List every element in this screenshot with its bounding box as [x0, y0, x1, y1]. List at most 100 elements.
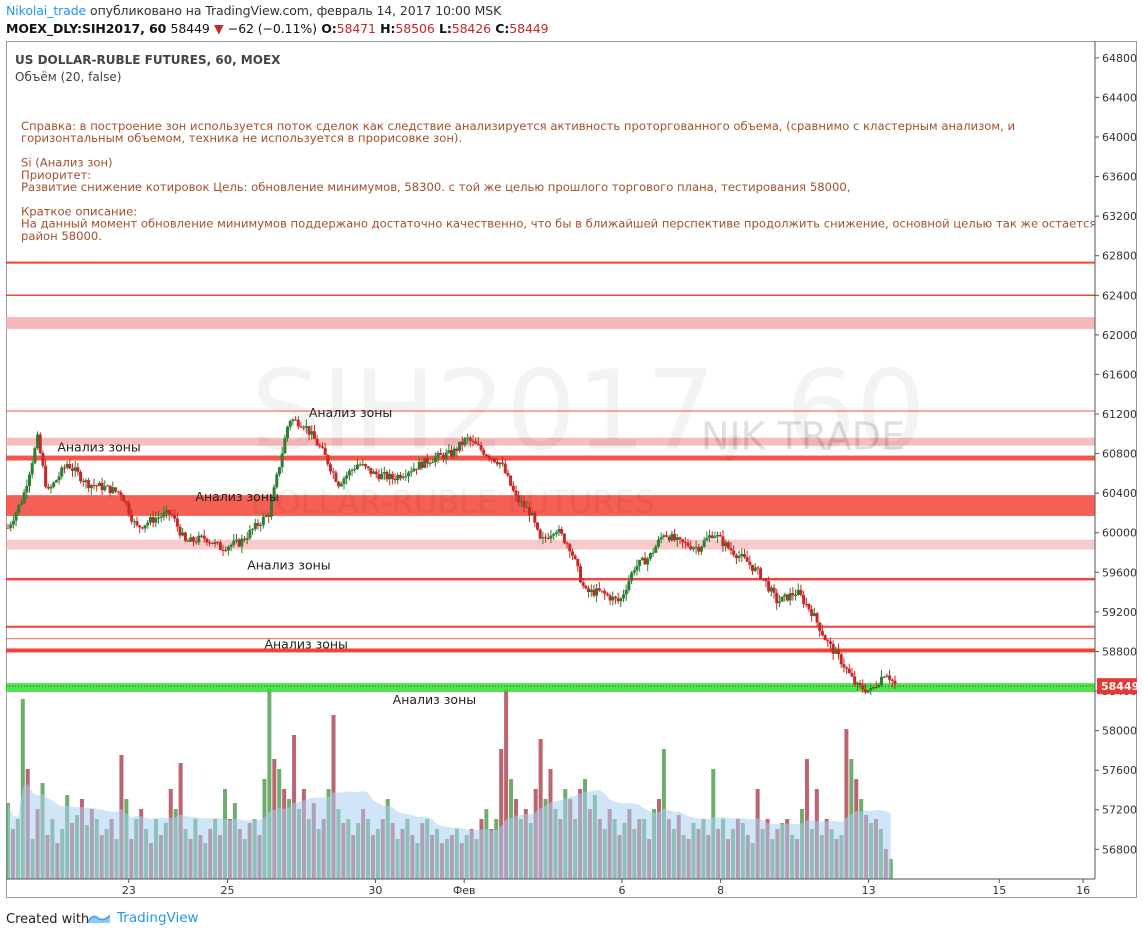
candle-body: [611, 596, 615, 601]
candle-body: [858, 682, 862, 685]
candle-body: [759, 568, 763, 580]
legend-indicator[interactable]: Объём (20, false): [15, 70, 121, 84]
publish-info: опубликовано на TradingView.com, февраль…: [90, 3, 502, 18]
watermark-brand: NIK TRADE: [701, 415, 905, 459]
candle-body: [807, 603, 811, 610]
candle-body: [151, 517, 155, 523]
price-chart[interactable]: SIH2017, 60 NIK TRADE DOLLAR-RUBLE FUTUR…: [6, 41, 1137, 898]
candle-body: [33, 448, 37, 464]
candle-body: [189, 537, 193, 542]
candle-body: [890, 679, 894, 681]
candle-body: [678, 537, 682, 540]
zone-label-1[interactable]: Анализ зоны: [309, 405, 392, 420]
candle-body: [11, 520, 15, 525]
candle-body: [92, 484, 96, 486]
candle-body: [385, 472, 389, 480]
candle-body: [312, 431, 316, 440]
candle-body: [272, 487, 276, 502]
candle-body: [38, 434, 42, 454]
author-link[interactable]: Nikolai_trade: [6, 3, 87, 18]
open-value: 58471: [336, 21, 376, 36]
candle-body: [154, 517, 158, 523]
candle-body: [815, 613, 819, 623]
candle-body: [447, 450, 451, 453]
candle-body: [350, 469, 354, 471]
candle-body: [834, 649, 838, 654]
candle-body: [726, 542, 730, 549]
zone-band-11[interactable]: [6, 648, 1095, 653]
candle-body: [492, 458, 496, 462]
chart-header: Nikolai_trade опубликовано на TradingVie…: [0, 0, 1144, 40]
tradingview-brand[interactable]: TradingView: [86, 910, 199, 926]
time-axis[interactable]: 23 25 30 Фев 6 8 13 15 16: [6, 878, 1095, 897]
zone-label-4[interactable]: Анализ зоны: [264, 636, 347, 651]
candle-body: [191, 537, 195, 542]
price-axis[interactable]: 64800 64400 64000 63600 63200 62800 62400 62000…: [1094, 41, 1137, 879]
candle-body: [226, 546, 230, 551]
volume-bar: [844, 729, 849, 879]
zone-label-2[interactable]: Анализ зоны: [195, 489, 278, 504]
candle-body: [670, 533, 674, 541]
candle-body: [654, 546, 658, 553]
candle-body: [412, 468, 416, 472]
candle-body: [533, 512, 537, 523]
time-tick-label: 23: [122, 884, 136, 897]
candle-body: [65, 463, 69, 468]
candle-body: [476, 443, 480, 445]
candle-body: [764, 578, 768, 582]
candle-body: [643, 557, 647, 565]
candle-body: [745, 557, 749, 562]
candle-body: [538, 529, 542, 539]
candle-body: [554, 532, 558, 535]
candle-body: [41, 453, 45, 466]
candle-body: [159, 516, 163, 518]
time-tick-label: 15: [992, 884, 1006, 897]
candle-body: [683, 542, 687, 544]
candle-body: [694, 546, 698, 548]
candle-body: [202, 535, 206, 539]
candle-body: [97, 482, 101, 486]
candle-body: [691, 547, 695, 550]
zone-band-2[interactable]: [6, 317, 1095, 329]
candle-body: [224, 550, 228, 552]
zone-band-5[interactable]: [6, 455, 1095, 461]
candle-body: [52, 482, 56, 487]
price-tick-label: 57600: [1102, 764, 1137, 777]
zone-label-0[interactable]: Анализ зоны: [57, 440, 140, 455]
candle-body: [570, 551, 574, 556]
candle-body: [36, 434, 40, 449]
candle-body: [304, 426, 308, 428]
candle-body: [474, 441, 478, 444]
candle-body: [388, 473, 392, 480]
candle-body: [831, 643, 835, 654]
candle-body: [216, 542, 220, 544]
candle-body: [667, 536, 671, 541]
price-tick-label: 58800: [1102, 645, 1137, 658]
candle-body: [68, 463, 72, 469]
candle-body: [62, 467, 66, 469]
candle-body: [277, 467, 281, 475]
candle-body: [530, 512, 534, 516]
candle-body: [178, 526, 182, 536]
candle-body: [248, 529, 252, 539]
tradingview-logo-icon: [87, 914, 111, 923]
candle-body: [173, 514, 177, 519]
candle-body: [455, 448, 459, 451]
candle-body: [57, 476, 61, 481]
zone-label-3[interactable]: Анализ зоны: [247, 557, 330, 572]
candle-body: [501, 462, 505, 464]
zone-label-5[interactable]: Анализ зоны: [393, 692, 476, 707]
candle-body: [240, 538, 244, 547]
candle-body: [181, 532, 185, 536]
zone-band-7[interactable]: [6, 539, 1095, 550]
zone-band-4[interactable]: [6, 437, 1095, 446]
candle-body: [737, 556, 741, 559]
zone-band-12[interactable]: [6, 683, 1095, 693]
candle-body: [452, 448, 456, 457]
zone-band-6[interactable]: [6, 495, 1095, 516]
candle-body: [320, 446, 324, 448]
candle-body: [269, 501, 273, 517]
candle-body: [734, 555, 738, 559]
candle-body: [708, 535, 712, 538]
candle-body: [243, 538, 247, 540]
